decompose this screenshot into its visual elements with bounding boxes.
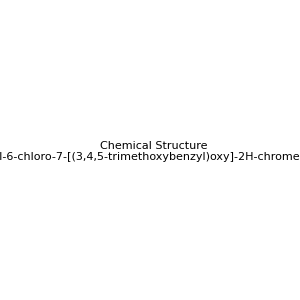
Text: Chemical Structure
4-butyl-6-chloro-7-[(3,4,5-trimethoxybenzyl)oxy]-2H-chromen-2: Chemical Structure 4-butyl-6-chloro-7-[(… <box>0 141 300 162</box>
